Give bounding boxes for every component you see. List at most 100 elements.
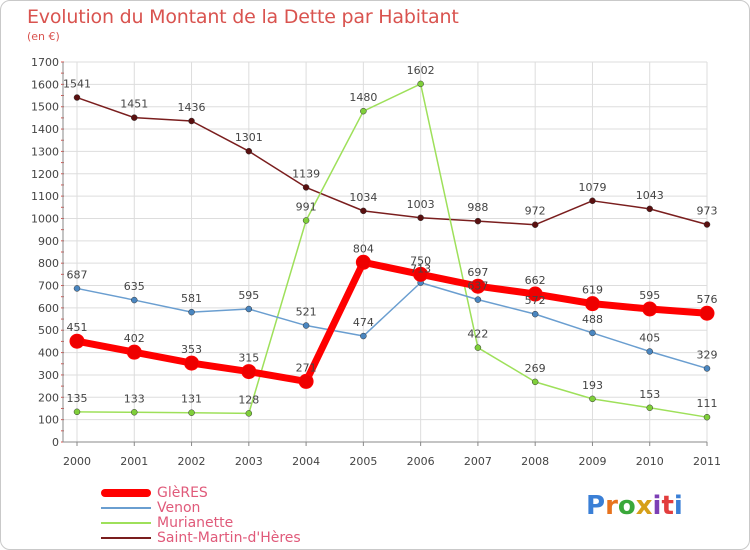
y-tick-label: 1200 [31, 168, 59, 181]
y-tick-label: 1100 [31, 190, 59, 203]
y-tick-label: 1600 [31, 78, 59, 91]
data-label: 1034 [349, 191, 377, 204]
data-label: 804 [353, 242, 374, 255]
data-point [188, 308, 195, 316]
data-point [531, 221, 539, 228]
data-label: 1451 [120, 98, 148, 111]
legend-item-saint-martin[interactable]: Saint-Martin-d'Hères [101, 530, 301, 546]
data-point [131, 409, 138, 416]
logo-letter: i [673, 491, 683, 521]
y-tick-label: 600 [38, 302, 59, 315]
data-label: 581 [181, 292, 202, 305]
legend-swatch [101, 536, 151, 539]
y-tick-label: 0 [52, 436, 59, 449]
data-label: 1602 [407, 64, 435, 77]
data-point [646, 404, 653, 412]
data-point [646, 348, 653, 355]
data-point [474, 296, 482, 303]
x-tick-label: 2001 [120, 455, 148, 468]
x-tick-label: 2006 [407, 455, 435, 468]
y-tick-label: 1500 [31, 101, 59, 114]
data-point [360, 207, 367, 215]
data-point [245, 410, 253, 417]
x-tick-label: 2002 [178, 455, 206, 468]
data-point [241, 364, 257, 380]
data-label: 988 [467, 201, 488, 214]
legend-swatch [101, 521, 151, 524]
legend: GlèRES Venon Murianette Saint-Martin-d'H… [101, 484, 301, 546]
series-line [76, 83, 708, 418]
x-tick-label: 2004 [292, 455, 320, 468]
series-line [73, 258, 711, 385]
y-tick-label: 400 [38, 347, 59, 360]
data-point [245, 147, 253, 155]
data-label: 402 [124, 332, 145, 345]
y-tick-label: 900 [38, 235, 59, 248]
data-label: 422 [467, 328, 488, 341]
data-point [355, 254, 371, 270]
data-label: 315 [238, 352, 259, 365]
data-point [69, 333, 85, 349]
legend-item-gleres[interactable]: GlèRES [101, 484, 301, 501]
data-label: 619 [582, 284, 603, 297]
data-point [188, 409, 195, 416]
data-point [126, 344, 142, 360]
data-point [703, 221, 711, 228]
legend-item-venon[interactable]: Venon [101, 500, 301, 516]
data-label: 405 [639, 331, 660, 344]
data-point [131, 114, 138, 121]
data-label: 329 [697, 348, 718, 361]
data-point [417, 80, 424, 88]
y-tick-label: 200 [38, 391, 59, 404]
y-tick-label: 500 [38, 324, 59, 337]
data-label: 1079 [578, 181, 606, 194]
data-point [73, 94, 81, 101]
proxiti-logo: Proxiti [586, 491, 683, 521]
data-label: 637 [467, 280, 488, 293]
legend-item-murianette[interactable]: Murianette [101, 514, 301, 531]
data-point [413, 266, 429, 282]
data-point [589, 395, 596, 403]
data-point [531, 310, 539, 318]
data-label: 972 [525, 205, 546, 218]
data-label: 713 [410, 263, 431, 276]
plot-area [63, 62, 707, 442]
unit-label: (en €) [27, 30, 60, 43]
data-label: 576 [697, 293, 718, 306]
x-tick-label: 2005 [349, 455, 377, 468]
data-label: 991 [296, 200, 317, 213]
data-label: 193 [582, 379, 603, 392]
data-label: 687 [67, 268, 88, 281]
data-point [474, 217, 482, 225]
y-tick-label: 100 [38, 414, 59, 427]
legend-label: Murianette [157, 514, 234, 531]
y-tick-label: 1700 [31, 56, 59, 69]
data-point [589, 329, 596, 337]
data-label: 133 [124, 392, 145, 405]
data-label: 128 [238, 393, 259, 406]
logo-letter: o [617, 491, 636, 521]
data-point [642, 301, 658, 317]
data-point [360, 107, 367, 115]
data-label: 1003 [407, 198, 435, 211]
data-label: 111 [697, 397, 718, 410]
data-point [703, 365, 711, 372]
data-point [302, 184, 310, 191]
data-label: 488 [582, 313, 603, 326]
y-tick-label: 1300 [31, 145, 59, 158]
data-label: 1301 [235, 131, 263, 144]
data-point [302, 217, 310, 224]
x-tick-label: 2008 [521, 455, 549, 468]
y-tick-label: 300 [38, 369, 59, 382]
data-label: 662 [525, 274, 546, 287]
data-label: 697 [467, 266, 488, 279]
legend-label: GlèRES [157, 484, 208, 501]
legend-swatch [101, 488, 151, 497]
data-point [527, 286, 543, 302]
data-point [184, 355, 200, 371]
y-tick-label: 700 [38, 280, 59, 293]
data-label: 1480 [349, 91, 377, 104]
logo-letter: x [635, 491, 653, 521]
